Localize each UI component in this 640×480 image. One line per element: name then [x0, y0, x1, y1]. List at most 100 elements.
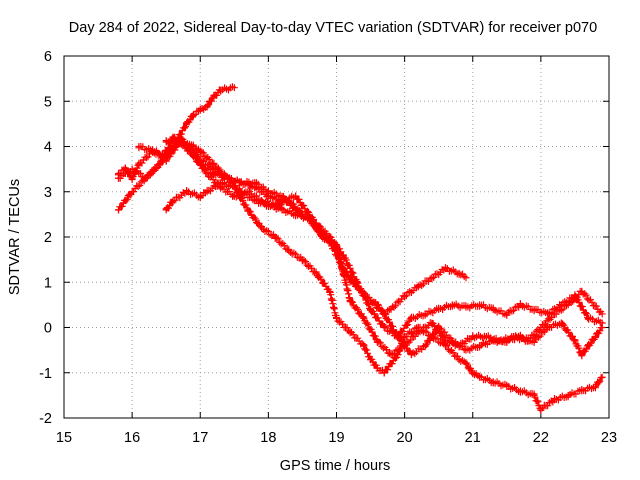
data-point	[476, 301, 484, 309]
y-axis-label: SDTVAR / TECUs	[7, 179, 23, 295]
data-point	[469, 369, 477, 377]
data-point	[189, 111, 197, 119]
data-point	[503, 382, 511, 390]
data-point	[278, 206, 286, 214]
x-tick-label-21: 21	[465, 430, 481, 446]
data-point	[312, 269, 320, 277]
data-point	[598, 324, 606, 331]
grid-lines	[64, 56, 609, 418]
x-tick-label-19: 19	[328, 430, 344, 446]
data-point	[516, 333, 524, 341]
data-point	[196, 192, 204, 200]
data-point	[258, 224, 266, 232]
x-tick-label-22: 22	[533, 430, 549, 446]
data-point	[442, 265, 449, 273]
data-point	[312, 219, 320, 227]
data-point	[462, 360, 470, 368]
data-point	[503, 310, 511, 318]
data-point	[387, 305, 395, 313]
data-point	[476, 342, 484, 350]
y-tick-label-1: 1	[44, 275, 52, 291]
data-point	[448, 337, 456, 345]
data-point	[544, 324, 552, 331]
data-point	[326, 287, 334, 295]
data-point	[476, 373, 484, 381]
data-point	[578, 387, 586, 395]
data-point	[414, 283, 422, 291]
data-point	[203, 188, 211, 196]
data-point	[162, 138, 170, 146]
x-tick-label-17: 17	[192, 430, 208, 446]
data-point	[455, 269, 463, 277]
data-point	[462, 303, 470, 311]
data-point	[353, 283, 361, 291]
data-point	[169, 197, 177, 205]
data-point	[380, 369, 388, 377]
data-point	[373, 364, 381, 372]
data-point	[462, 274, 470, 282]
data-point	[585, 314, 593, 322]
data-point	[360, 314, 368, 322]
data-point	[367, 305, 375, 313]
data-point	[489, 337, 497, 345]
tick-marks	[63, 55, 610, 419]
data-point	[367, 355, 375, 363]
data-point	[183, 188, 191, 196]
data-point	[224, 174, 231, 182]
data-point	[115, 170, 122, 178]
data-point	[598, 373, 606, 381]
data-point	[537, 324, 545, 331]
data-point	[591, 333, 599, 341]
y-tick-label-6: 6	[44, 49, 52, 65]
data-point	[516, 387, 524, 395]
data-point	[244, 206, 252, 214]
data-point	[503, 337, 511, 345]
data-point	[162, 206, 170, 214]
data-point	[394, 351, 402, 359]
data-point	[598, 310, 606, 318]
data-point	[196, 106, 204, 114]
data-point	[339, 251, 347, 259]
data-point	[135, 161, 143, 169]
data-point	[482, 333, 490, 341]
y-tick-label--1: -1	[39, 366, 52, 382]
data-point	[578, 351, 586, 359]
y-tick-label-5: 5	[44, 94, 52, 110]
series-markers-track-5	[162, 179, 605, 414]
data-point	[387, 351, 395, 359]
data-point	[489, 378, 497, 386]
data-point	[128, 188, 136, 196]
data-point	[346, 296, 354, 304]
data-point	[339, 265, 347, 273]
data-point	[230, 183, 238, 191]
series-track-6	[162, 133, 606, 360]
x-tick-label-15: 15	[56, 430, 72, 446]
data-point	[585, 342, 593, 350]
data-point	[217, 179, 225, 187]
data-point	[530, 337, 538, 345]
series-markers-track-4	[115, 133, 605, 358]
data-point	[298, 201, 306, 209]
data-point	[571, 337, 579, 345]
y-tick-label-4: 4	[44, 140, 52, 156]
data-point	[237, 179, 245, 187]
data-point	[142, 174, 150, 182]
data-point	[530, 391, 538, 399]
y-tick-labels: -2 -1 0 1 2 3 4 5 6	[39, 49, 52, 427]
data-point	[346, 328, 354, 336]
data-point	[264, 201, 272, 209]
data-point	[428, 274, 436, 282]
data-point	[401, 292, 409, 300]
data-point	[292, 192, 300, 200]
data-point	[230, 84, 238, 92]
data-point	[578, 287, 586, 295]
data-point	[551, 396, 558, 404]
data-point	[462, 346, 470, 354]
data-point	[217, 86, 225, 94]
series-markers-track-1	[115, 83, 236, 183]
x-tick-label-23: 23	[601, 430, 617, 446]
x-tick-label-18: 18	[260, 430, 276, 446]
data-point	[380, 310, 388, 318]
data-point	[251, 197, 259, 205]
data-point	[373, 337, 381, 345]
